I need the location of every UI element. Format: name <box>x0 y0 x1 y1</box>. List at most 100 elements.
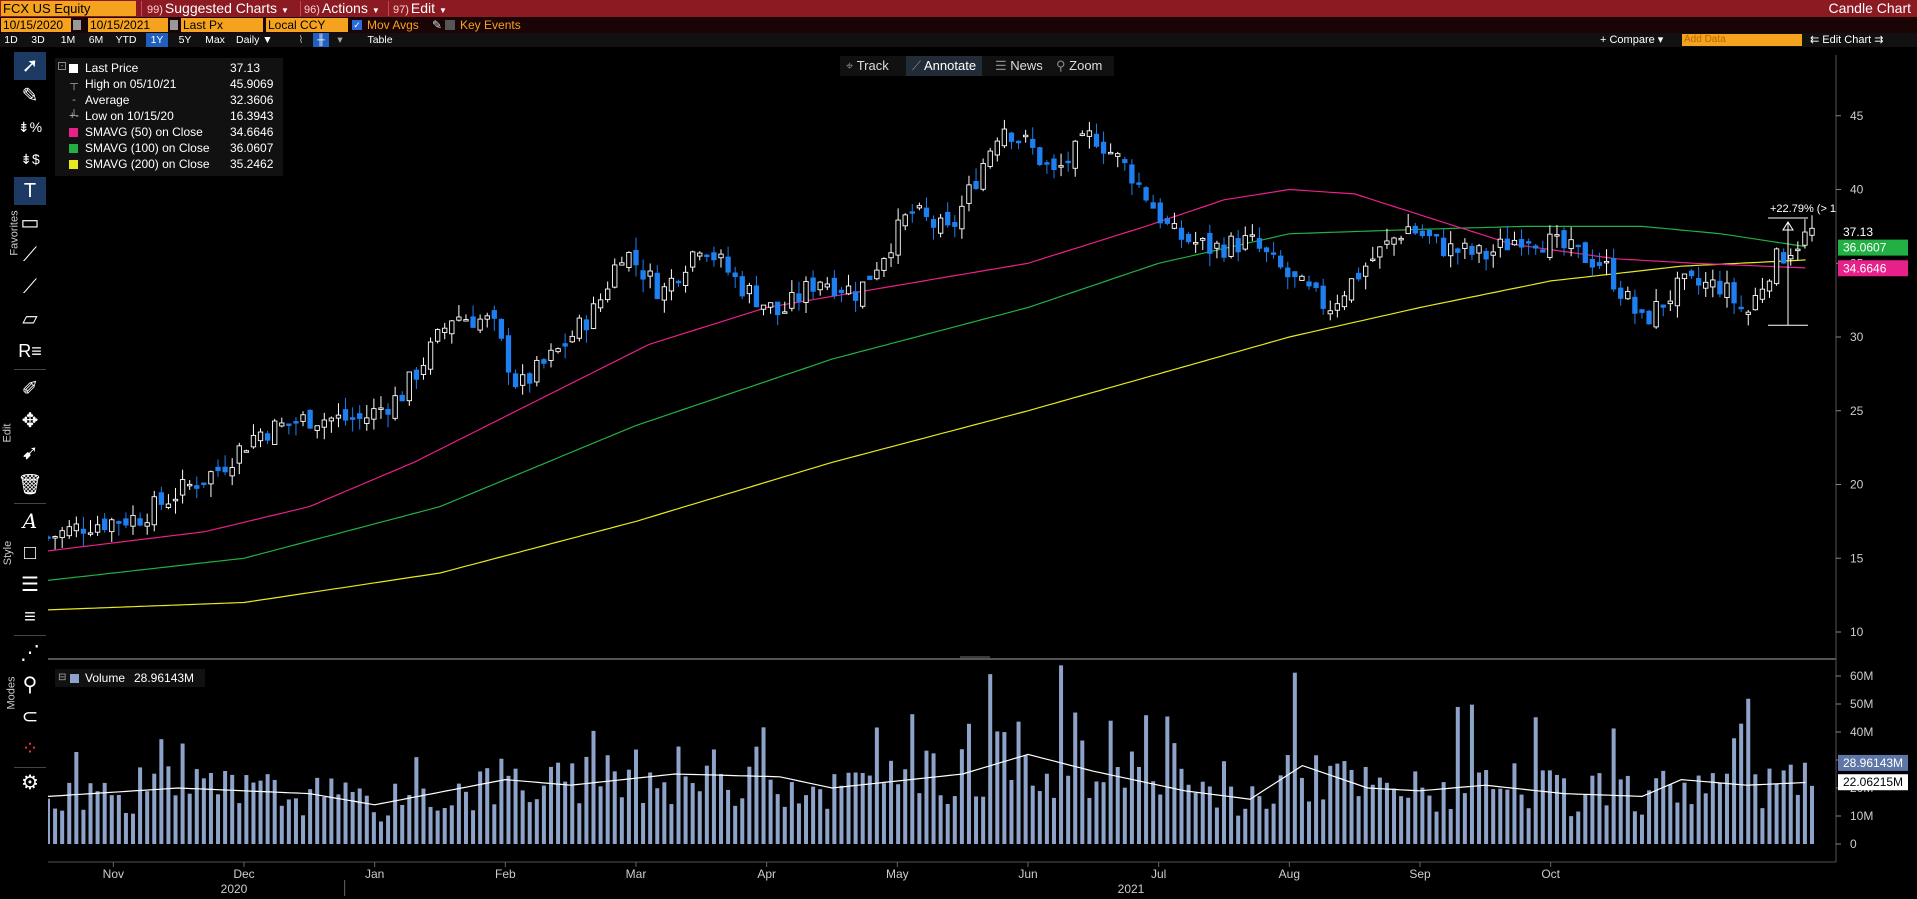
volume-bar[interactable] <box>924 750 929 844</box>
volume-bar[interactable] <box>1611 728 1616 844</box>
volume-bar[interactable] <box>619 797 624 844</box>
candle-body[interactable] <box>484 315 490 320</box>
candle-body[interactable] <box>562 343 568 347</box>
volume-bar[interactable] <box>308 789 313 844</box>
volume-bar[interactable] <box>711 749 716 844</box>
volume-bar[interactable] <box>1484 770 1489 844</box>
candle-body[interactable] <box>796 293 802 302</box>
volume-bar[interactable] <box>1349 769 1354 844</box>
volume-bar[interactable] <box>1689 804 1694 844</box>
period-ytd[interactable]: YTD <box>115 34 137 46</box>
volume-bar[interactable] <box>223 771 228 844</box>
volume-average-line[interactable] <box>48 753 1806 806</box>
candle-body[interactable] <box>1008 132 1015 142</box>
volume-bar[interactable] <box>775 794 780 844</box>
candle-body[interactable] <box>1688 270 1695 277</box>
candle-body[interactable] <box>1554 234 1560 237</box>
candle-body[interactable] <box>1285 267 1291 278</box>
volume-bar[interactable] <box>881 783 886 844</box>
volume-bar[interactable] <box>109 795 114 844</box>
volume-bar[interactable] <box>1335 763 1340 844</box>
volume-bar[interactable] <box>1087 797 1092 844</box>
volume-bar[interactable] <box>1377 777 1382 844</box>
volume-bar[interactable] <box>329 778 334 844</box>
candle-body[interactable] <box>930 219 937 228</box>
text-tool-icon[interactable]: T <box>14 177 46 205</box>
volume-bar[interactable] <box>1236 815 1241 844</box>
volume-bar[interactable] <box>1144 715 1149 844</box>
candle-body[interactable] <box>286 423 292 426</box>
candle-body[interactable] <box>1292 271 1298 278</box>
move-icon[interactable]: ✥ <box>21 410 39 432</box>
candle-body[interactable] <box>704 254 710 258</box>
volume-bar[interactable] <box>726 789 731 844</box>
candle-body[interactable] <box>1568 239 1574 250</box>
candle-body[interactable] <box>442 327 448 333</box>
candle-body[interactable] <box>725 256 731 273</box>
candle-body[interactable] <box>1419 230 1426 237</box>
volume-bar[interactable] <box>1307 801 1312 844</box>
edit-chart-button[interactable]: ⇇ Edit Chart ⇉ <box>1810 33 1883 47</box>
volume-bar[interactable] <box>1597 773 1602 844</box>
volume-bar[interactable] <box>1030 785 1035 844</box>
volume-bar[interactable] <box>1540 770 1545 844</box>
candle-body[interactable] <box>867 275 873 280</box>
volume-bar[interactable] <box>471 810 476 844</box>
volume-bar[interactable] <box>874 727 879 844</box>
candle-body[interactable] <box>1426 230 1433 237</box>
compare-button[interactable]: + Compare ▾ <box>1600 33 1663 47</box>
sma100-line[interactable] <box>48 225 1806 581</box>
candle-body[interactable] <box>123 518 129 526</box>
legend-row-sma200[interactable]: SMAVG (200) on Close 35.2462 <box>55 156 283 172</box>
candle-body[interactable] <box>1178 227 1185 240</box>
volume-bar[interactable] <box>945 803 950 844</box>
volume-bar[interactable] <box>1264 808 1269 844</box>
volume-bar[interactable] <box>1491 789 1496 844</box>
volume-bar[interactable] <box>733 805 738 844</box>
candle-body[interactable] <box>1207 232 1213 254</box>
candle-body[interactable] <box>279 422 285 427</box>
candle-body[interactable] <box>463 319 469 322</box>
volume-legend[interactable]: ⊟ Volume 28.96143M <box>55 669 205 687</box>
candle-body[interactable] <box>187 483 193 487</box>
candle-body[interactable] <box>1235 238 1241 253</box>
volume-bar[interactable] <box>789 782 794 844</box>
candle-body[interactable] <box>555 348 561 353</box>
candle-body[interactable] <box>1242 235 1248 250</box>
volume-bar[interactable] <box>1257 796 1262 844</box>
volume-bar[interactable] <box>662 782 667 844</box>
volume-bar[interactable] <box>556 762 561 844</box>
candle-body[interactable] <box>1398 237 1404 241</box>
candle-body[interactable] <box>1072 140 1078 169</box>
volume-bar[interactable] <box>48 798 50 844</box>
candle-body[interactable] <box>973 181 979 190</box>
volume-bar[interactable] <box>563 781 568 844</box>
volume-bar[interactable] <box>1115 767 1120 844</box>
candle-body[interactable] <box>760 304 767 310</box>
volume-bar[interactable] <box>1292 672 1297 844</box>
candle-body[interactable] <box>1193 242 1199 245</box>
candle-body[interactable] <box>314 425 320 431</box>
candle-body[interactable] <box>569 335 575 343</box>
candle-body[interactable] <box>675 280 682 284</box>
volume-bar[interactable] <box>1278 775 1283 844</box>
volume-bar[interactable] <box>1583 794 1588 844</box>
volume-bar[interactable] <box>1080 740 1085 844</box>
percent-measure-icon[interactable]: ⇟% <box>17 119 43 135</box>
candle-body[interactable] <box>1015 140 1022 144</box>
candle-body[interactable] <box>767 302 774 308</box>
volume-bar[interactable] <box>1795 794 1800 844</box>
currency-select[interactable]: Local CCY <box>266 18 348 32</box>
volume-bar[interactable] <box>903 769 908 844</box>
candle-body[interactable] <box>541 359 547 364</box>
candle-body[interactable] <box>959 205 965 230</box>
candle-body[interactable] <box>1030 138 1036 148</box>
volume-bar[interactable] <box>286 799 291 844</box>
candle-body[interactable] <box>116 521 122 524</box>
candle-body[interactable] <box>1533 245 1539 249</box>
news-button[interactable]: ☰ News <box>995 56 1043 76</box>
volume-bar[interactable] <box>1767 768 1772 844</box>
volume-bar[interactable] <box>683 776 688 844</box>
volume-bar[interactable] <box>166 766 171 844</box>
volume-bar[interactable] <box>655 788 660 844</box>
